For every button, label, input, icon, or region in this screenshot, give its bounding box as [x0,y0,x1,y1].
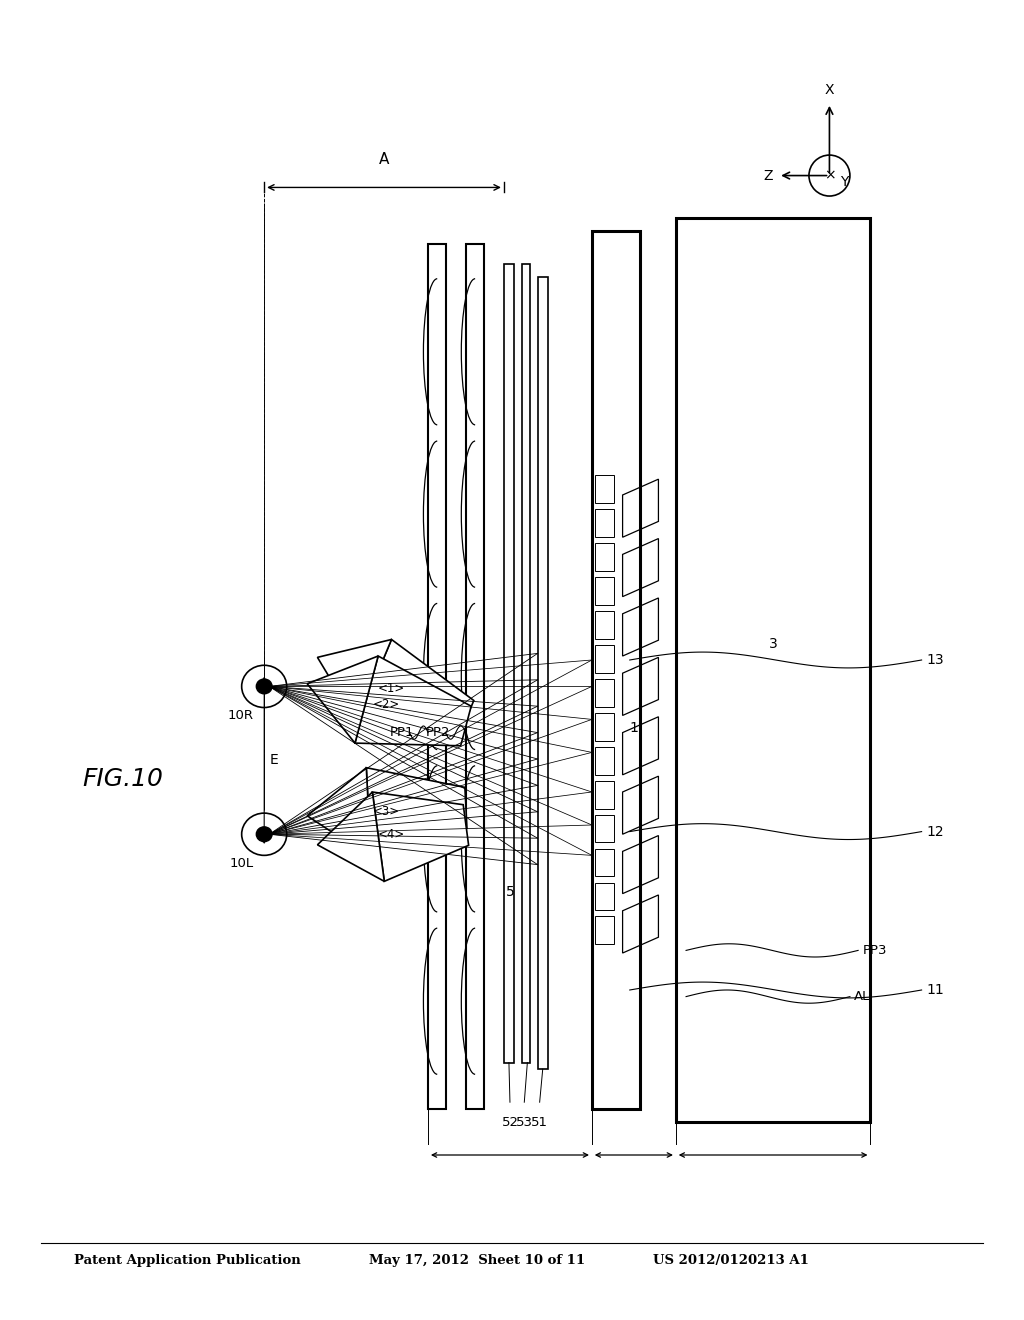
Text: Y: Y [840,174,848,189]
Polygon shape [307,656,378,743]
Ellipse shape [242,813,287,855]
Ellipse shape [256,826,272,842]
Bar [595,916,614,944]
Bar [522,264,530,1063]
Text: PP3: PP3 [863,944,888,957]
Bar [595,883,614,911]
Polygon shape [317,792,384,882]
Polygon shape [355,656,471,746]
Polygon shape [373,792,469,882]
Text: 3: 3 [769,638,777,651]
Text: US 2012/0120213 A1: US 2012/0120213 A1 [653,1254,809,1267]
Bar [595,849,614,876]
Text: 11: 11 [927,983,944,997]
Text: 1: 1 [630,721,638,735]
Text: 12: 12 [927,825,944,838]
Bar [595,645,614,673]
Text: 13: 13 [927,653,944,667]
Text: 52: 52 [502,1115,518,1129]
Text: 10R: 10R [228,709,254,722]
Bar [466,244,484,1109]
Bar [595,510,614,537]
Text: AL: AL [854,990,870,1003]
Bar [676,218,870,1122]
Text: PP1: PP1 [390,726,415,739]
Bar [428,244,446,1109]
Text: 10L: 10L [229,857,254,870]
Text: PP2: PP2 [426,726,451,739]
Bar [595,780,614,809]
Polygon shape [307,768,371,858]
Ellipse shape [242,665,287,708]
Text: 53: 53 [516,1115,532,1129]
Bar [504,264,514,1063]
Text: May 17, 2012  Sheet 10 of 11: May 17, 2012 Sheet 10 of 11 [369,1254,585,1267]
Bar [595,577,614,605]
Polygon shape [367,768,467,858]
Bar [595,475,614,503]
Bar [538,277,548,1069]
Text: ×: × [823,169,836,182]
Bar [595,678,614,706]
Text: 5: 5 [506,884,514,899]
Text: FIG.10: FIG.10 [82,767,163,791]
Bar [595,814,614,842]
Text: E: E [269,754,279,767]
Bar [595,713,614,741]
Text: Z: Z [763,169,773,182]
Text: A: A [379,152,389,168]
Text: <3>: <3> [373,805,400,818]
Text: X: X [824,83,835,96]
Bar [595,611,614,639]
Text: Patent Application Publication: Patent Application Publication [74,1254,300,1267]
Text: <2>: <2> [373,698,400,711]
Bar [595,747,614,775]
Polygon shape [356,639,474,738]
Text: <4>: <4> [378,829,406,841]
Bar [592,231,640,1109]
Text: <1>: <1> [378,682,406,694]
Polygon shape [317,639,391,722]
Ellipse shape [256,678,272,694]
Bar [595,543,614,572]
Text: 51: 51 [531,1115,548,1129]
